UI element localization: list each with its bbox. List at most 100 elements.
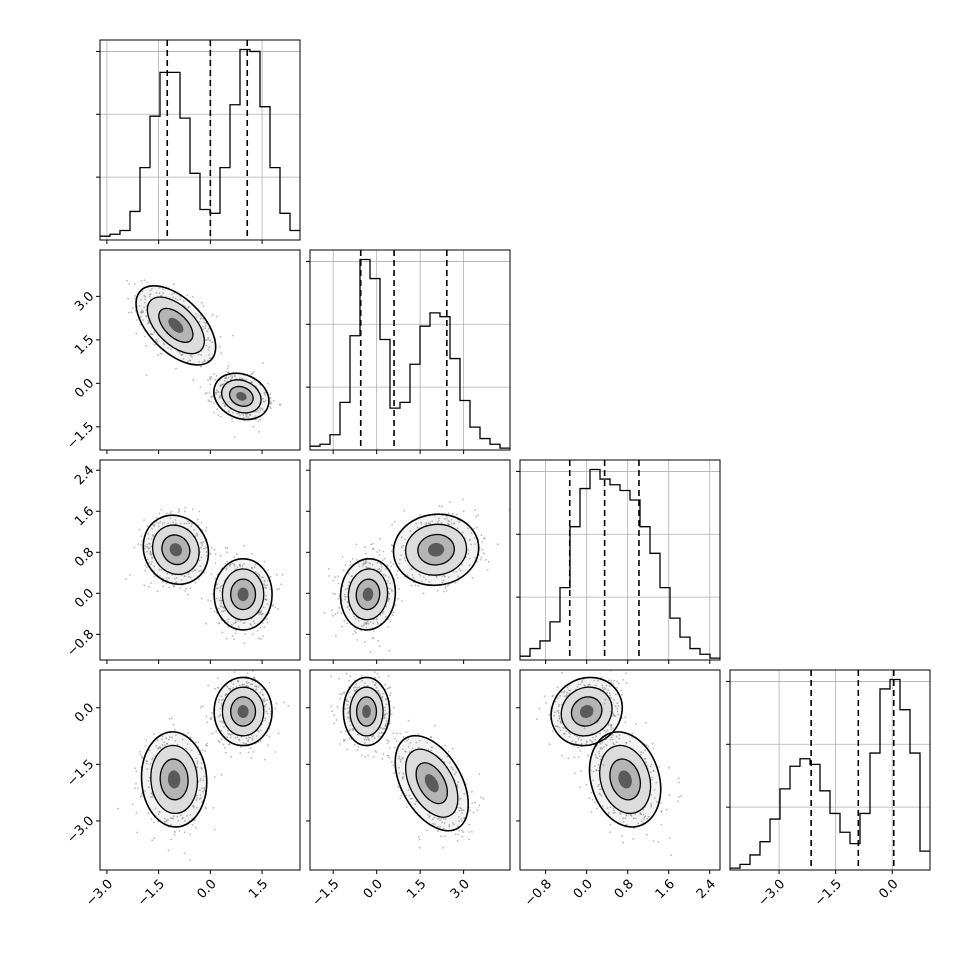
- scatter-point: [384, 725, 387, 727]
- scatter-point: [368, 562, 370, 564]
- scatter-point: [401, 757, 404, 760]
- scatter-point: [215, 730, 218, 733]
- scatter-point: [583, 684, 586, 686]
- scatter-point: [568, 684, 571, 686]
- scatter-point: [645, 722, 647, 724]
- x-tick-label-p3: 0.0: [876, 877, 901, 902]
- scatter-point: [169, 348, 172, 350]
- scatter-point: [480, 796, 482, 799]
- scatter-point: [486, 569, 489, 571]
- scatter-point: [443, 575, 446, 578]
- scatter-point: [278, 587, 280, 590]
- density-fill: [579, 705, 594, 718]
- scatter-point: [222, 698, 225, 701]
- scatter-point: [451, 513, 454, 515]
- scatter-point: [668, 766, 670, 769]
- scatter-point: [456, 825, 459, 828]
- scatter-point: [232, 334, 234, 337]
- scatter-point: [621, 835, 624, 838]
- scatter-point: [191, 805, 194, 807]
- scatter-point: [374, 683, 376, 686]
- scatter-point: [151, 553, 153, 556]
- scatter-point: [205, 344, 208, 347]
- scatter-point: [668, 794, 671, 797]
- scatter-point: [548, 713, 551, 716]
- scatter-point: [333, 722, 335, 725]
- scatter-point: [398, 562, 401, 565]
- scatter-point: [362, 562, 365, 565]
- scatter-point: [158, 512, 161, 515]
- scatter-point: [563, 695, 566, 698]
- scatter-point: [258, 407, 261, 410]
- scatter-point: [384, 723, 387, 725]
- scatter-point: [599, 732, 601, 735]
- scatter-point: [242, 416, 245, 419]
- contour-line: [230, 578, 257, 611]
- frames-layer: [96, 39, 931, 874]
- scatter-point: [412, 576, 415, 579]
- contour-line: [140, 731, 208, 828]
- scatter-point: [173, 834, 176, 836]
- contour-line: [339, 558, 397, 631]
- scatter-point: [460, 809, 463, 812]
- scatter-point: [439, 819, 441, 822]
- scatter-point: [459, 797, 462, 800]
- scatter-point: [158, 746, 161, 748]
- scatter-point: [557, 711, 560, 714]
- scatter-point: [198, 570, 201, 572]
- scatter-point: [371, 564, 374, 566]
- scatter-point: [612, 727, 614, 729]
- scatter-point: [379, 570, 382, 573]
- scatter-point: [174, 297, 177, 300]
- scatter-point: [277, 608, 279, 611]
- scatter-point: [182, 358, 185, 360]
- scatter-point: [247, 739, 249, 741]
- scatter-point: [211, 732, 214, 735]
- scatter-point: [135, 332, 138, 335]
- scatter-point: [135, 782, 137, 785]
- panel-frame: [99, 249, 301, 451]
- scatter-point: [357, 745, 360, 748]
- scatter-point: [443, 574, 445, 577]
- scatter-point: [233, 638, 235, 641]
- contour-line: [347, 568, 389, 621]
- scatter-point: [200, 556, 203, 559]
- scatter-point: [573, 772, 576, 775]
- scatter-point: [454, 833, 457, 836]
- scatter-point: [479, 558, 482, 561]
- scatter-point: [209, 378, 212, 380]
- scatter-point: [358, 565, 361, 568]
- scatter-point: [601, 805, 604, 808]
- scatter-point: [394, 737, 397, 740]
- scatter-point: [386, 687, 389, 690]
- scatter-point: [231, 635, 234, 637]
- scatter-point: [189, 814, 192, 816]
- scatter-point: [256, 572, 259, 575]
- scatter-point: [147, 319, 150, 322]
- scatter-point: [378, 676, 380, 678]
- x-tick-label-p0: −1.5: [135, 877, 168, 910]
- scatter-point: [385, 703, 388, 706]
- scatter-point: [186, 522, 188, 525]
- scatter-point: [220, 599, 223, 602]
- scatter-point: [378, 692, 381, 695]
- scatter-point: [153, 525, 155, 528]
- density-fill: [618, 770, 632, 789]
- scatter-point: [408, 794, 411, 797]
- scatter-point: [639, 812, 642, 814]
- scatter-point: [252, 676, 255, 679]
- scatter-point: [170, 510, 173, 513]
- scatter-point: [165, 819, 168, 822]
- scatter-point: [148, 561, 150, 564]
- scatter-point: [173, 815, 175, 818]
- scatter-point: [613, 811, 616, 814]
- scatter-point: [247, 685, 249, 688]
- scatter-point: [150, 792, 153, 795]
- scatter-point: [397, 786, 400, 789]
- scatter-point: [567, 757, 570, 760]
- scatter-point: [236, 736, 239, 739]
- scatter-point: [157, 747, 160, 750]
- scatter-point: [186, 814, 189, 817]
- scatter-point: [437, 817, 440, 819]
- scatter-point: [590, 811, 593, 813]
